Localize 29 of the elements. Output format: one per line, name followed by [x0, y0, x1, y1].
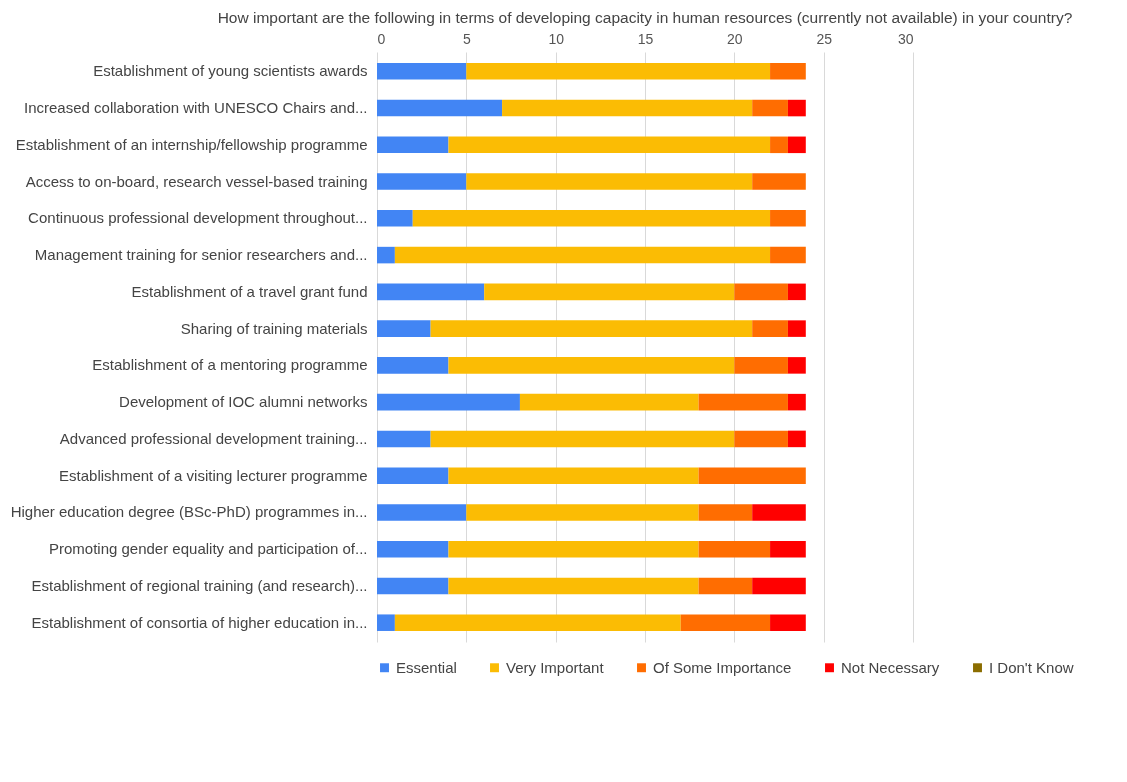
x-tick-label: 15 — [637, 30, 654, 47]
y-tick-label: Higher education degree (BSc-PhD) programmes in... — [10, 503, 368, 521]
y-tick-label: Sharing of training materials — [180, 319, 368, 337]
x-tick-label: 5 — [462, 30, 471, 47]
y-tick-label: Continuous professional development throughout... — [28, 209, 368, 227]
y-tick-label: Establishment of a mentoring programme — [92, 356, 368, 374]
x-tick-label: 10 — [548, 30, 565, 47]
x-tick-label: 20 — [727, 30, 743, 47]
y-tick-label: Establishment of consortia of higher education in... — [31, 613, 368, 631]
y-tick-label: Access to on-board, research vessel-based training — [25, 172, 368, 190]
x-tick-label: 30 — [897, 30, 914, 47]
y-tick-label: Increased collaboration with UNESCO Chairs and... — [24, 99, 368, 117]
y-tick-label: Establishment of a visiting lecturer programme — [59, 466, 368, 484]
chart-title: How important are the following in terms of developing capacity in human resources (currently not available) in your country? — [217, 8, 1073, 26]
y-tick-label: Development of IOC alumni networks — [119, 393, 368, 411]
legend-label: Essential — [396, 658, 457, 676]
y-tick-label: Advanced professional development training... — [59, 429, 368, 447]
legend-label: I Don't Know — [989, 658, 1074, 676]
x-tick-label: 0 — [377, 30, 386, 47]
legend-label: Very Important — [506, 658, 605, 676]
x-tick-label: 25 — [816, 30, 833, 47]
y-tick-label: Establishment of a travel grant fund — [131, 282, 368, 300]
y-tick-label: Promoting gender equality and participation of... — [48, 540, 368, 558]
legend-label: Of Some Importance — [653, 658, 792, 676]
y-tick-label: Management training for senior researchers and... — [34, 246, 368, 264]
legend-label: Not Necessary — [841, 658, 940, 676]
y-tick-label: Establishment of young scientists awards — [93, 62, 368, 80]
y-tick-label: Establishment of regional training (and research)... — [31, 576, 368, 594]
y-tick-label: Establishment of an internship/fellowship programme — [15, 135, 368, 153]
